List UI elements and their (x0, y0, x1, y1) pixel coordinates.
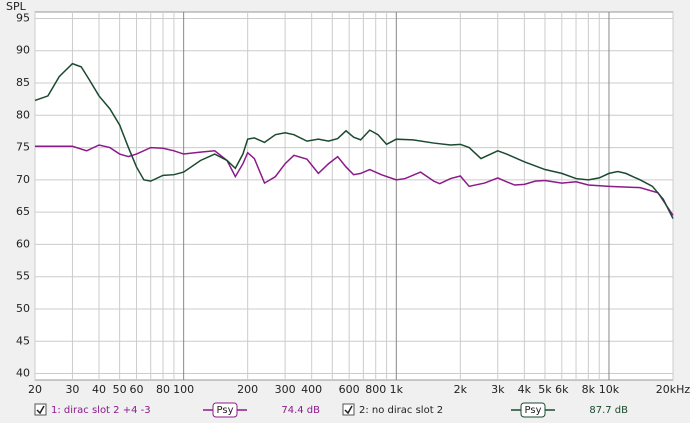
legend-checkbox[interactable] (34, 403, 47, 416)
legend-level: 74.4 dB (281, 405, 320, 416)
legend-level: 87.7 dB (589, 405, 628, 416)
x-tick-label: 50 (113, 383, 127, 396)
x-tick-label: 5k (538, 383, 552, 396)
y-tick-label: 95 (16, 11, 30, 24)
x-tick-label: 100 (173, 383, 194, 396)
checkbox-box (34, 403, 47, 416)
x-tick-label: 20kHz (656, 383, 690, 396)
y-tick-label: 40 (16, 367, 30, 380)
checkbox-check (36, 405, 45, 415)
x-tick-label: 400 (301, 383, 322, 396)
x-tick-label: 800 (365, 383, 386, 396)
smoothing-label: Psy (217, 405, 234, 416)
y-tick-label: 75 (16, 141, 30, 154)
x-tick-label: 40 (92, 383, 106, 396)
y-tick-label: 90 (16, 44, 30, 57)
legend-label: 2: no dirac slot 2 (359, 405, 443, 416)
x-tick-label: 60 (129, 383, 143, 396)
x-tick-label: 4k (518, 383, 532, 396)
y-tick-label: 45 (16, 334, 30, 347)
x-tick-label: 10k (599, 383, 620, 396)
x-tick-label: 2k (454, 383, 468, 396)
x-tick-label: 30 (65, 383, 79, 396)
x-tick-label: 1k (390, 383, 404, 396)
smoothing-button[interactable] (520, 402, 546, 418)
smoothing-button[interactable] (212, 402, 238, 418)
legend-checkbox[interactable] (342, 403, 355, 416)
legend: 1: dirac slot 2 +4 -3 Psy 74.4 dB 2: no dir… (34, 402, 628, 418)
x-tick-label: 20 (28, 383, 42, 396)
y-tick-label: 70 (16, 173, 30, 186)
y-axis-label: SPL (6, 0, 27, 13)
y-tick-label: 65 (16, 205, 30, 218)
x-tick-label: 3k (491, 383, 505, 396)
x-tick-label: 6k (555, 383, 569, 396)
x-tick-label: 80 (156, 383, 170, 396)
x-tick-label: 200 (237, 383, 258, 396)
plot-area (34, 11, 674, 381)
x-tick-label: 300 (275, 383, 296, 396)
y-tick-label: 55 (16, 270, 30, 283)
y-tick-label: 60 (16, 237, 30, 250)
x-tick-label: 600 (339, 383, 360, 396)
series-line (34, 62, 674, 219)
x-tick-label: 8k (582, 383, 596, 396)
legend-label: 1: dirac slot 2 +4 -3 (51, 405, 151, 416)
series-line (35, 144, 674, 216)
checkbox-check (344, 405, 353, 415)
y-tick-label: 50 (16, 302, 30, 315)
smoothing-label: Psy (525, 405, 542, 416)
y-tick-label: 85 (16, 76, 30, 89)
y-tick-label: 80 (16, 108, 30, 121)
checkbox-box (342, 403, 355, 416)
